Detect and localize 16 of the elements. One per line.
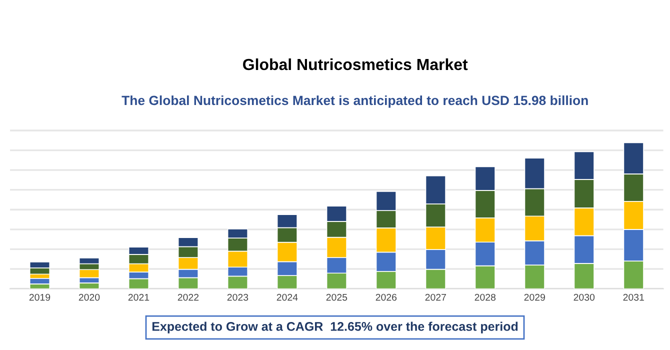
x-tick-label: 2026 (376, 294, 397, 301)
x-tick-label: 2021 (128, 294, 150, 301)
x-tick-label: 2030 (574, 294, 595, 301)
x-tick-label: 2019 (29, 294, 50, 301)
x-tick-label: 2031 (623, 294, 644, 301)
x-tick-label: 2029 (524, 294, 545, 301)
x-tick-label: 2023 (227, 294, 248, 301)
x-tick-label: 2020 (78, 294, 100, 301)
x-tick-label: 2027 (425, 294, 446, 301)
chart-title: Global Nutricosmetics Market (243, 58, 468, 70)
x-tick-label: 2024 (276, 294, 298, 301)
x-tick-label: 2022 (178, 294, 199, 301)
text: Expected to Grow at a CAGR 12.65% over the forecast period (152, 322, 518, 334)
x-tick-label: 2028 (474, 294, 496, 301)
x-tick-label: 2025 (326, 294, 348, 301)
chart-subtitle: The Global Nutricosmetics Market is anticipated to reach USD 15.98 billion (122, 95, 588, 108)
